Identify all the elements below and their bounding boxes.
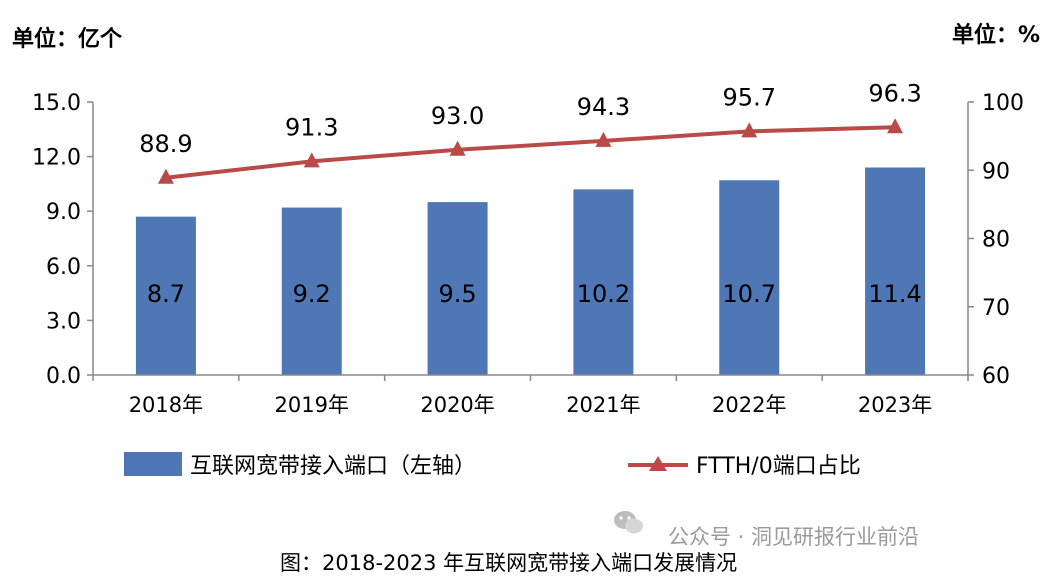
bar-2022年 <box>719 180 780 375</box>
right-tick-label: 70 <box>982 296 1010 321</box>
bar-2020年 <box>427 202 488 375</box>
bar-value-label: 10.2 <box>577 280 630 308</box>
right-tick-label: 60 <box>982 364 1010 389</box>
wechat-icon <box>614 511 643 534</box>
left-tick-label: 12.0 <box>32 146 81 171</box>
right-tick-label: 100 <box>982 91 1024 116</box>
bar-2021年 <box>573 189 634 375</box>
watermark-text: 公众号 · 洞见研报行业前沿 <box>668 525 919 549</box>
x-tick-label: 2023年 <box>858 393 932 417</box>
x-tick-label: 2021年 <box>566 393 640 417</box>
bar-2018年 <box>135 216 196 375</box>
line-value-label: 94.3 <box>577 93 630 121</box>
bar-2019年 <box>281 207 342 375</box>
left-tick-label: 15.0 <box>32 91 81 116</box>
figure-caption: 图：2018-2023 年互联网宽带接入端口发展情况 <box>280 551 737 575</box>
legend-bar-swatch <box>124 452 182 476</box>
line-marker-2020年 <box>449 140 466 156</box>
x-tick-label: 2019年 <box>275 393 349 417</box>
line-marker-2022年 <box>741 122 758 138</box>
left-tick-label: 3.0 <box>46 309 81 334</box>
x-tick-label: 2020年 <box>420 393 494 417</box>
line-value-label: 91.3 <box>285 113 338 141</box>
right-axis-unit: 单位：% <box>952 22 1040 48</box>
watermark: 公众号 · 洞见研报行业前沿 <box>614 511 919 549</box>
line-value-label: 88.9 <box>139 130 192 158</box>
line-marker-2018年 <box>157 168 174 184</box>
left-axis-unit: 单位：亿个 <box>12 26 123 52</box>
line-value-label: 93.0 <box>431 102 484 130</box>
line-value-label: 96.3 <box>868 79 921 107</box>
x-tick-label: 2018年 <box>129 393 203 417</box>
line-marker-2021年 <box>595 131 612 147</box>
right-tick-label: 90 <box>982 159 1010 184</box>
bar-value-label: 9.2 <box>293 280 331 308</box>
line-marker-2019年 <box>303 152 320 168</box>
line-marker-2023年 <box>887 118 904 134</box>
line-value-label: 95.7 <box>723 83 776 111</box>
bar-value-label: 9.5 <box>438 280 476 308</box>
bar-value-label: 11.4 <box>868 280 921 308</box>
left-tick-label: 0.0 <box>46 364 81 389</box>
legend-triangle-marker <box>649 456 667 471</box>
legend-line-label: FTTH/0端口占比 <box>696 454 861 479</box>
right-tick-label: 80 <box>982 228 1010 253</box>
legend-bar-label: 互联网宽带接入端口（左轴） <box>190 454 476 479</box>
ftth-line <box>165 125 896 180</box>
x-tick-label: 2022年 <box>712 393 786 417</box>
bar-value-label: 8.7 <box>147 280 185 308</box>
left-tick-label: 6.0 <box>46 255 81 280</box>
left-tick-label: 9.0 <box>46 200 81 225</box>
bar-2023年 <box>865 167 926 375</box>
legend: 互联网宽带接入端口（左轴） FTTH/0端口占比 <box>124 452 861 479</box>
bar-value-label: 10.7 <box>723 280 776 308</box>
